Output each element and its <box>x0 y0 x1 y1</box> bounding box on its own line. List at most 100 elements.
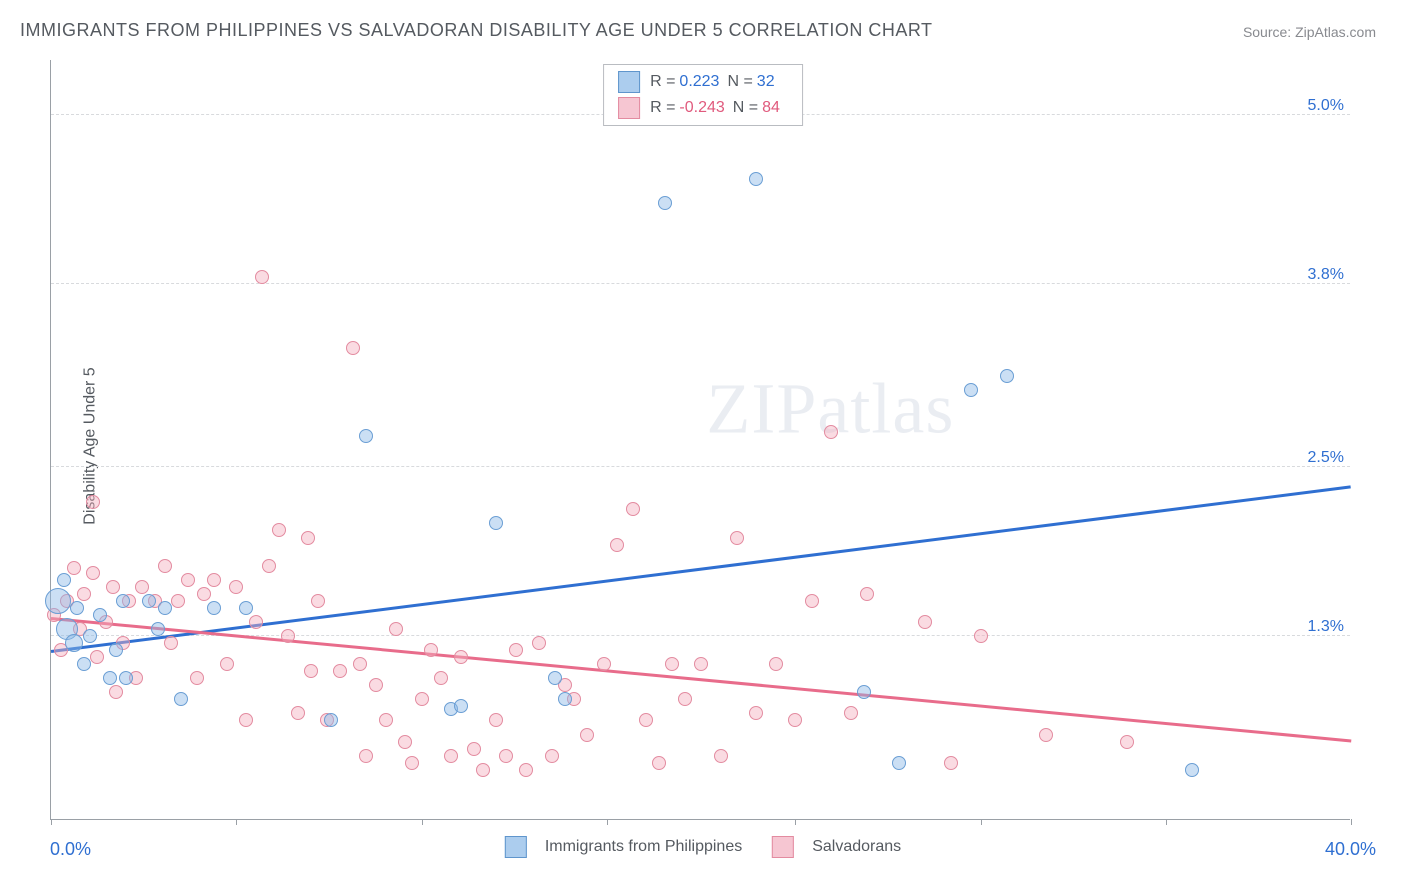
data-point-salvadoran[interactable] <box>860 587 874 601</box>
data-point-salvadoran[interactable] <box>454 650 468 664</box>
data-point-philippines[interactable] <box>359 429 373 443</box>
data-point-salvadoran[interactable] <box>346 341 360 355</box>
data-point-philippines[interactable] <box>174 692 188 706</box>
data-point-salvadoran[interactable] <box>379 713 393 727</box>
data-point-salvadoran[interactable] <box>359 749 373 763</box>
data-point-salvadoran[interactable] <box>434 671 448 685</box>
data-point-salvadoran[interactable] <box>86 495 100 509</box>
data-point-philippines[interactable] <box>207 601 221 615</box>
data-point-philippines[interactable] <box>324 713 338 727</box>
data-point-salvadoran[interactable] <box>301 531 315 545</box>
data-point-salvadoran[interactable] <box>181 573 195 587</box>
data-point-salvadoran[interactable] <box>665 657 679 671</box>
data-point-salvadoran[interactable] <box>272 523 286 537</box>
data-point-salvadoran[interactable] <box>788 713 802 727</box>
data-point-salvadoran[interactable] <box>610 538 624 552</box>
data-point-salvadoran[interactable] <box>77 587 91 601</box>
data-point-philippines[interactable] <box>57 573 71 587</box>
data-point-salvadoran[interactable] <box>519 763 533 777</box>
data-point-salvadoran[interactable] <box>694 657 708 671</box>
data-point-salvadoran[interactable] <box>918 615 932 629</box>
data-point-salvadoran[interactable] <box>626 502 640 516</box>
data-point-salvadoran[interactable] <box>944 756 958 770</box>
data-point-salvadoran[interactable] <box>135 580 149 594</box>
data-point-salvadoran[interactable] <box>353 657 367 671</box>
data-point-salvadoran[interactable] <box>281 629 295 643</box>
data-point-salvadoran[interactable] <box>398 735 412 749</box>
data-point-salvadoran[interactable] <box>844 706 858 720</box>
data-point-salvadoran[interactable] <box>197 587 211 601</box>
data-point-salvadoran[interactable] <box>255 270 269 284</box>
data-point-philippines[interactable] <box>964 383 978 397</box>
data-point-salvadoran[interactable] <box>190 671 204 685</box>
data-point-philippines[interactable] <box>93 608 107 622</box>
data-point-philippines[interactable] <box>892 756 906 770</box>
data-point-salvadoran[interactable] <box>262 559 276 573</box>
data-point-salvadoran[interactable] <box>532 636 546 650</box>
data-point-salvadoran[interactable] <box>509 643 523 657</box>
data-point-salvadoran[interactable] <box>824 425 838 439</box>
data-point-philippines[interactable] <box>103 671 117 685</box>
data-point-philippines[interactable] <box>151 622 165 636</box>
data-point-salvadoran[interactable] <box>229 580 243 594</box>
data-point-salvadoran[interactable] <box>311 594 325 608</box>
data-point-salvadoran[interactable] <box>597 657 611 671</box>
data-point-salvadoran[interactable] <box>291 706 305 720</box>
data-point-philippines[interactable] <box>116 594 130 608</box>
data-point-salvadoran[interactable] <box>249 615 263 629</box>
data-point-salvadoran[interactable] <box>424 643 438 657</box>
data-point-philippines[interactable] <box>658 196 672 210</box>
data-point-salvadoran[interactable] <box>207 573 221 587</box>
data-point-salvadoran[interactable] <box>90 650 104 664</box>
data-point-philippines[interactable] <box>77 657 91 671</box>
source-link[interactable]: ZipAtlas.com <box>1295 24 1376 40</box>
data-point-salvadoran[interactable] <box>405 756 419 770</box>
data-point-salvadoran[interactable] <box>304 664 318 678</box>
data-point-salvadoran[interactable] <box>769 657 783 671</box>
data-point-salvadoran[interactable] <box>333 664 347 678</box>
data-point-salvadoran[interactable] <box>444 749 458 763</box>
data-point-salvadoran[interactable] <box>220 657 234 671</box>
data-point-philippines[interactable] <box>1185 763 1199 777</box>
data-point-salvadoran[interactable] <box>489 713 503 727</box>
data-point-philippines[interactable] <box>857 685 871 699</box>
data-point-philippines[interactable] <box>109 643 123 657</box>
data-point-salvadoran[interactable] <box>476 763 490 777</box>
data-point-philippines[interactable] <box>83 629 97 643</box>
data-point-philippines[interactable] <box>45 588 71 614</box>
data-point-philippines[interactable] <box>489 516 503 530</box>
data-point-salvadoran[interactable] <box>467 742 481 756</box>
data-point-salvadoran[interactable] <box>171 594 185 608</box>
data-point-salvadoran[interactable] <box>369 678 383 692</box>
data-point-salvadoran[interactable] <box>580 728 594 742</box>
data-point-philippines[interactable] <box>158 601 172 615</box>
data-point-philippines[interactable] <box>142 594 156 608</box>
data-point-philippines[interactable] <box>70 601 84 615</box>
data-point-salvadoran[interactable] <box>499 749 513 763</box>
data-point-philippines[interactable] <box>1000 369 1014 383</box>
data-point-salvadoran[interactable] <box>389 622 403 636</box>
data-point-salvadoran[interactable] <box>974 629 988 643</box>
data-point-philippines[interactable] <box>749 172 763 186</box>
data-point-salvadoran[interactable] <box>1039 728 1053 742</box>
data-point-salvadoran[interactable] <box>678 692 692 706</box>
data-point-philippines[interactable] <box>65 634 83 652</box>
data-point-salvadoran[interactable] <box>106 580 120 594</box>
data-point-philippines[interactable] <box>239 601 253 615</box>
data-point-salvadoran[interactable] <box>67 561 81 575</box>
data-point-salvadoran[interactable] <box>652 756 666 770</box>
data-point-salvadoran[interactable] <box>415 692 429 706</box>
data-point-philippines[interactable] <box>454 699 468 713</box>
data-point-salvadoran[interactable] <box>1120 735 1134 749</box>
data-point-salvadoran[interactable] <box>164 636 178 650</box>
data-point-salvadoran[interactable] <box>639 713 653 727</box>
data-point-salvadoran[interactable] <box>109 685 123 699</box>
data-point-salvadoran[interactable] <box>239 713 253 727</box>
data-point-salvadoran[interactable] <box>714 749 728 763</box>
data-point-philippines[interactable] <box>558 692 572 706</box>
data-point-philippines[interactable] <box>119 671 133 685</box>
data-point-salvadoran[interactable] <box>730 531 744 545</box>
data-point-salvadoran[interactable] <box>158 559 172 573</box>
data-point-salvadoran[interactable] <box>545 749 559 763</box>
data-point-salvadoran[interactable] <box>805 594 819 608</box>
